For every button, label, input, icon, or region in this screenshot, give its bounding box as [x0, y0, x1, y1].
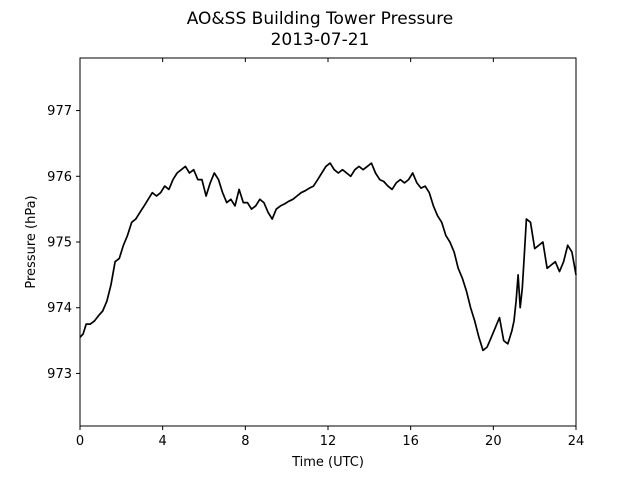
x-tick-label: 8 — [241, 434, 249, 449]
chart-title: AO&SS Building Tower Pressure — [187, 9, 454, 29]
chart-subtitle: 2013-07-21 — [271, 30, 370, 50]
x-tick-label: 4 — [159, 434, 167, 449]
y-tick-label: 973 — [47, 367, 72, 382]
x-tick-label: 12 — [320, 434, 337, 449]
x-axis-label: Time (UTC) — [291, 455, 364, 470]
y-tick-label: 977 — [47, 104, 72, 119]
y-tick-label: 975 — [47, 236, 72, 251]
y-axis-label: Pressure (hPa) — [24, 195, 39, 288]
y-axis-ticks: 973 974 975 976 977 — [47, 104, 80, 382]
y-tick-label: 974 — [47, 301, 72, 316]
plot-area-frame — [79, 57, 577, 427]
x-tick-label: 20 — [485, 434, 502, 449]
x-tick-label: 24 — [568, 434, 585, 449]
x-tick-label: 0 — [76, 434, 84, 449]
x-tick-label: 16 — [402, 434, 419, 449]
pressure-series-line — [79, 162, 577, 352]
y-tick-label: 976 — [47, 170, 72, 185]
x-axis-ticks: 0 4 8 12 16 20 24 — [76, 58, 584, 449]
